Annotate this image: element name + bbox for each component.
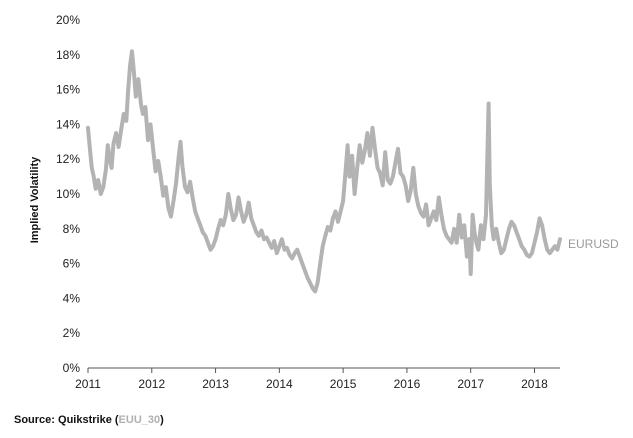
y-tick-label: 20% bbox=[56, 13, 80, 27]
y-tick-label: 2% bbox=[63, 326, 81, 340]
y-axis-ticks: 0% 2% 4% 6% 8% 10% 12% 14% 16% 18% 20% bbox=[56, 13, 80, 375]
y-axis-label: Implied Volatility bbox=[29, 156, 41, 243]
x-axis-ticks: 2011 2012 2013 2014 2015 2016 2017 2018 bbox=[75, 368, 548, 391]
y-tick-label: 16% bbox=[56, 83, 80, 97]
y-tick-label: 8% bbox=[63, 222, 81, 236]
x-tick-label: 2017 bbox=[457, 377, 484, 391]
y-tick-label: 4% bbox=[63, 291, 81, 305]
series-line-eurusd bbox=[86, 49, 562, 294]
y-tick-label: 14% bbox=[56, 117, 80, 131]
source-note: Source: Quikstrike (EUU_30) bbox=[14, 414, 164, 426]
x-tick-label: 2011 bbox=[75, 377, 101, 391]
x-tick-label: 2015 bbox=[330, 377, 357, 391]
y-tick-label: 0% bbox=[63, 361, 81, 375]
series-label-eurusd: EURUSD bbox=[568, 237, 619, 251]
x-tick-label: 2016 bbox=[394, 377, 421, 391]
x-tick-label: 2014 bbox=[266, 377, 293, 391]
source-suffix: ) bbox=[160, 414, 164, 426]
x-tick-label: 2012 bbox=[138, 377, 165, 391]
x-tick-label: 2013 bbox=[202, 377, 229, 391]
y-tick-label: 10% bbox=[56, 187, 80, 201]
x-tick-label: 2018 bbox=[521, 377, 548, 391]
source-code: EUU_30 bbox=[118, 414, 161, 426]
y-tick-label: 12% bbox=[56, 152, 80, 166]
y-tick-label: 18% bbox=[56, 48, 80, 62]
source-prefix: Source: Quikstrike ( bbox=[14, 414, 119, 426]
y-tick-label: 6% bbox=[63, 257, 81, 271]
